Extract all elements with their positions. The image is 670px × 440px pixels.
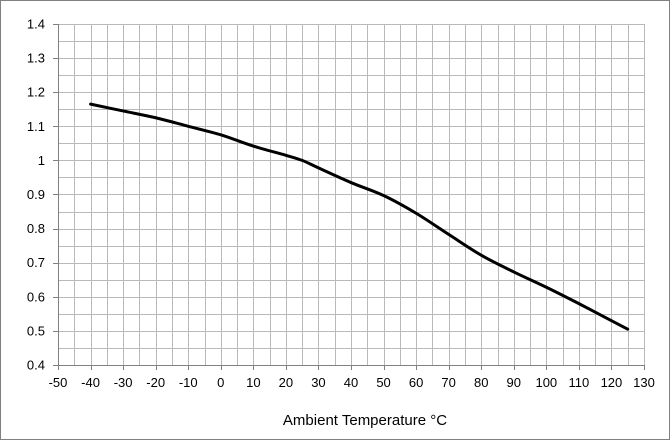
y-tick-label: 1.2: [27, 85, 45, 100]
x-tick-label: 90: [507, 375, 521, 390]
x-tick-label: -20: [146, 375, 165, 390]
x-tick-label: 130: [633, 375, 655, 390]
axes: [53, 24, 645, 370]
y-tick-label: 1.4: [27, 17, 45, 32]
x-tick-label: -10: [179, 375, 198, 390]
y-tick-label: 0.6: [27, 289, 45, 304]
x-tick-label: 70: [441, 375, 455, 390]
x-tick-label: 100: [535, 375, 557, 390]
y-tick-label: 0.9: [27, 187, 45, 202]
y-tick-label: 0.4: [27, 358, 45, 373]
y-tick-label: 0.7: [27, 255, 45, 270]
x-tick-label: 40: [344, 375, 358, 390]
x-axis-title: Ambient Temperature °C: [283, 412, 447, 429]
x-tick-label: 60: [409, 375, 423, 390]
x-tick-label: 50: [376, 375, 390, 390]
series-line: [89, 102, 630, 331]
x-tick-label: 10: [246, 375, 260, 390]
tick-labels: -50 -40 -30 -20 -10 0 10 20 30 40 50 60 70 80 90 100 110…: [27, 17, 655, 391]
y-tick-label: 1: [38, 153, 45, 168]
series: [89, 102, 630, 331]
x-tick-label: 120: [601, 375, 623, 390]
x-tick-label: -50: [49, 375, 68, 390]
x-tick-label: -30: [114, 375, 133, 390]
x-tick-label: 0: [217, 375, 224, 390]
x-tick-label: 30: [311, 375, 325, 390]
y-tick-label: 0.5: [27, 323, 45, 338]
x-tick-label: 20: [279, 375, 293, 390]
y-tick-label: 1.3: [27, 51, 45, 66]
grid: [58, 24, 645, 366]
x-tick-label: -40: [81, 375, 100, 390]
x-tick-label: 110: [569, 375, 590, 390]
x-tick-label: 80: [474, 375, 488, 390]
y-tick-label: 0.8: [27, 221, 45, 236]
y-tick-label: 1.1: [27, 119, 45, 134]
